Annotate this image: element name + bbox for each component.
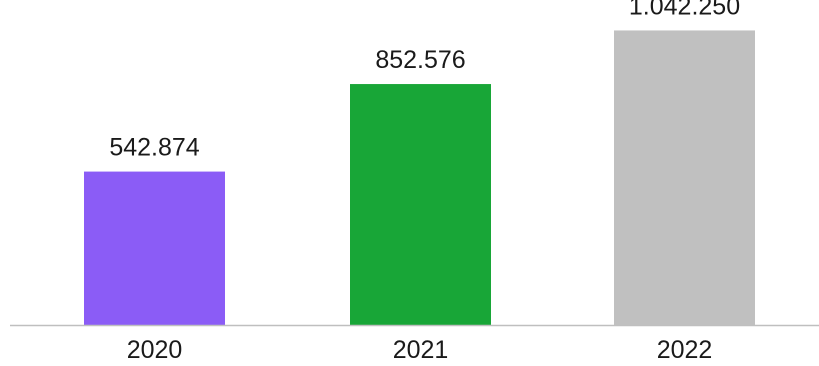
bar-2020 — [84, 171, 225, 325]
bar-2022 — [614, 30, 755, 326]
value-labels-layer: 542.874 852.576 1.042.250 — [109, 0, 740, 162]
x-tick-label-2021: 2021 — [393, 336, 449, 364]
x-tick-labels: 2020 2021 2022 — [127, 336, 713, 364]
bar-2021 — [350, 84, 491, 325]
data-label-2021: 852.576 — [375, 46, 465, 74]
data-label-2022: 1.042.250 — [629, 0, 740, 20]
data-label-2020: 542.874 — [109, 134, 199, 162]
x-tick-label-2022: 2022 — [657, 336, 713, 364]
bars-layer — [84, 30, 755, 326]
x-tick-label-2020: 2020 — [127, 336, 183, 364]
